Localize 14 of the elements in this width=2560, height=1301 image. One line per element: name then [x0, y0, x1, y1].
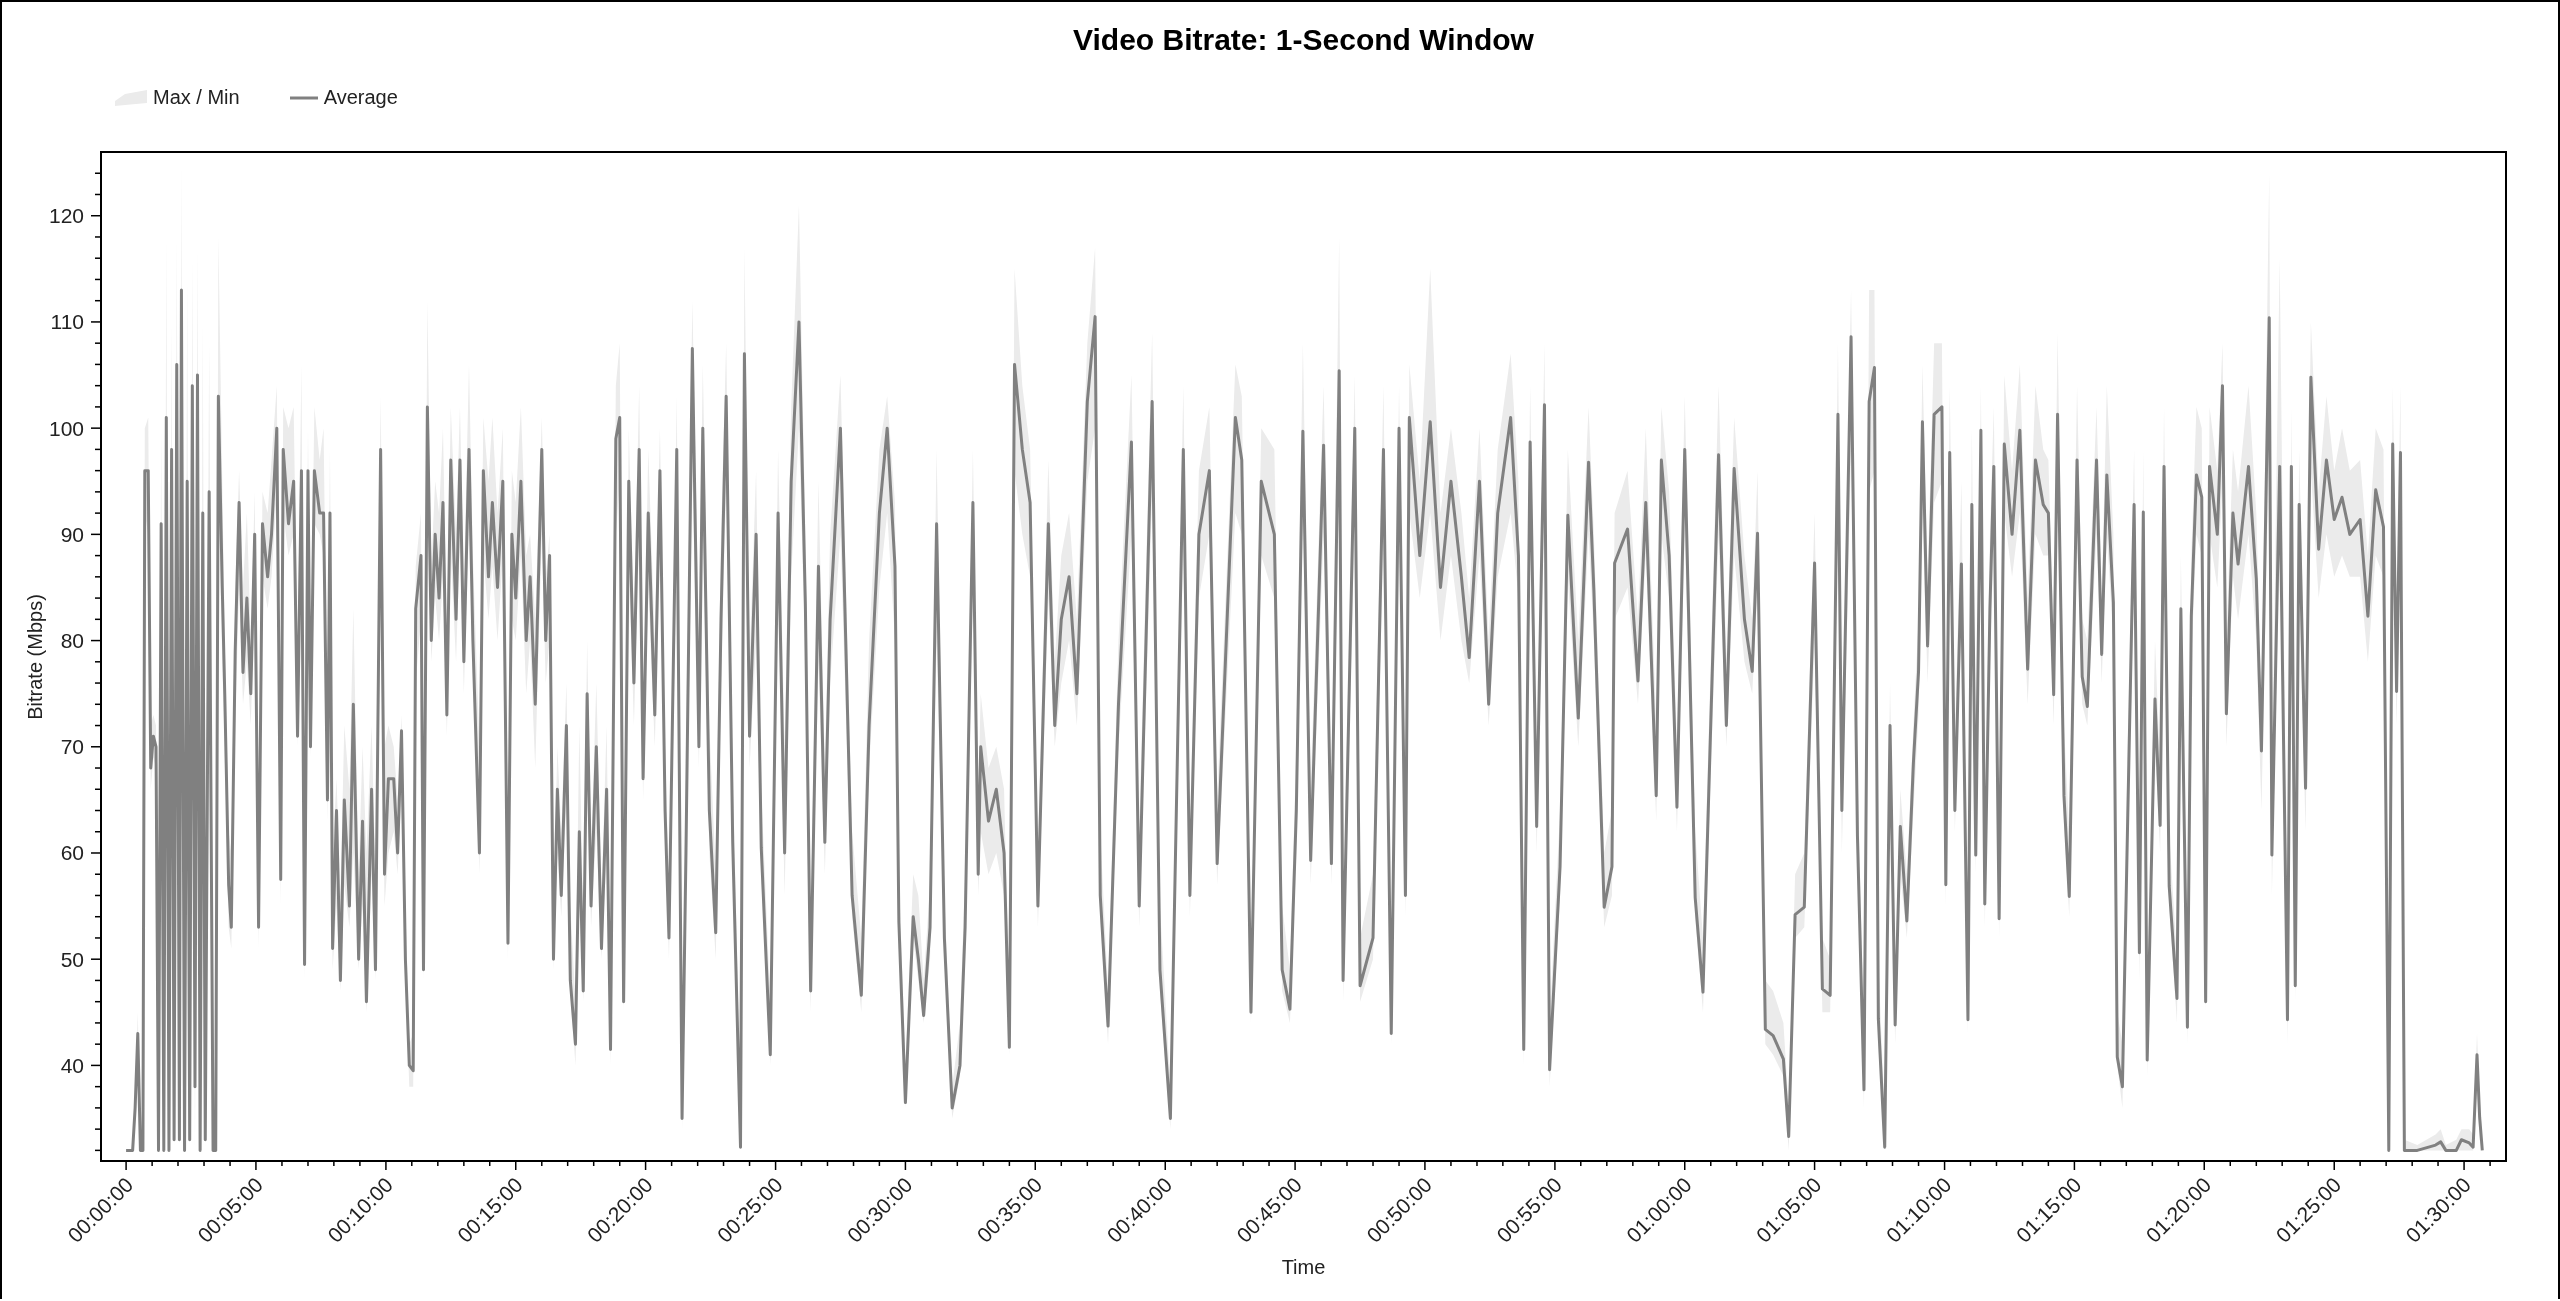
y-axis-title: Bitrate (Mbps) — [23, 593, 47, 720]
legend-label: Max / Min — [153, 86, 240, 109]
legend-label: Average — [323, 86, 398, 109]
x-axis-title: Time — [1281, 1255, 1326, 1279]
y-tick-label: 90 — [60, 522, 84, 546]
y-tick-label: 40 — [60, 1053, 84, 1077]
y-tick-label: 120 — [48, 204, 84, 228]
y-tick-label: 70 — [60, 735, 84, 759]
y-tick-label: 50 — [60, 947, 84, 971]
y-tick-label: 110 — [50, 310, 84, 334]
y-tick-label: 80 — [60, 629, 84, 653]
chart-title: Video Bitrate: 1-Second Window — [1073, 23, 1534, 56]
y-tick-label: 60 — [60, 841, 84, 865]
y-tick-label: 100 — [48, 416, 84, 440]
